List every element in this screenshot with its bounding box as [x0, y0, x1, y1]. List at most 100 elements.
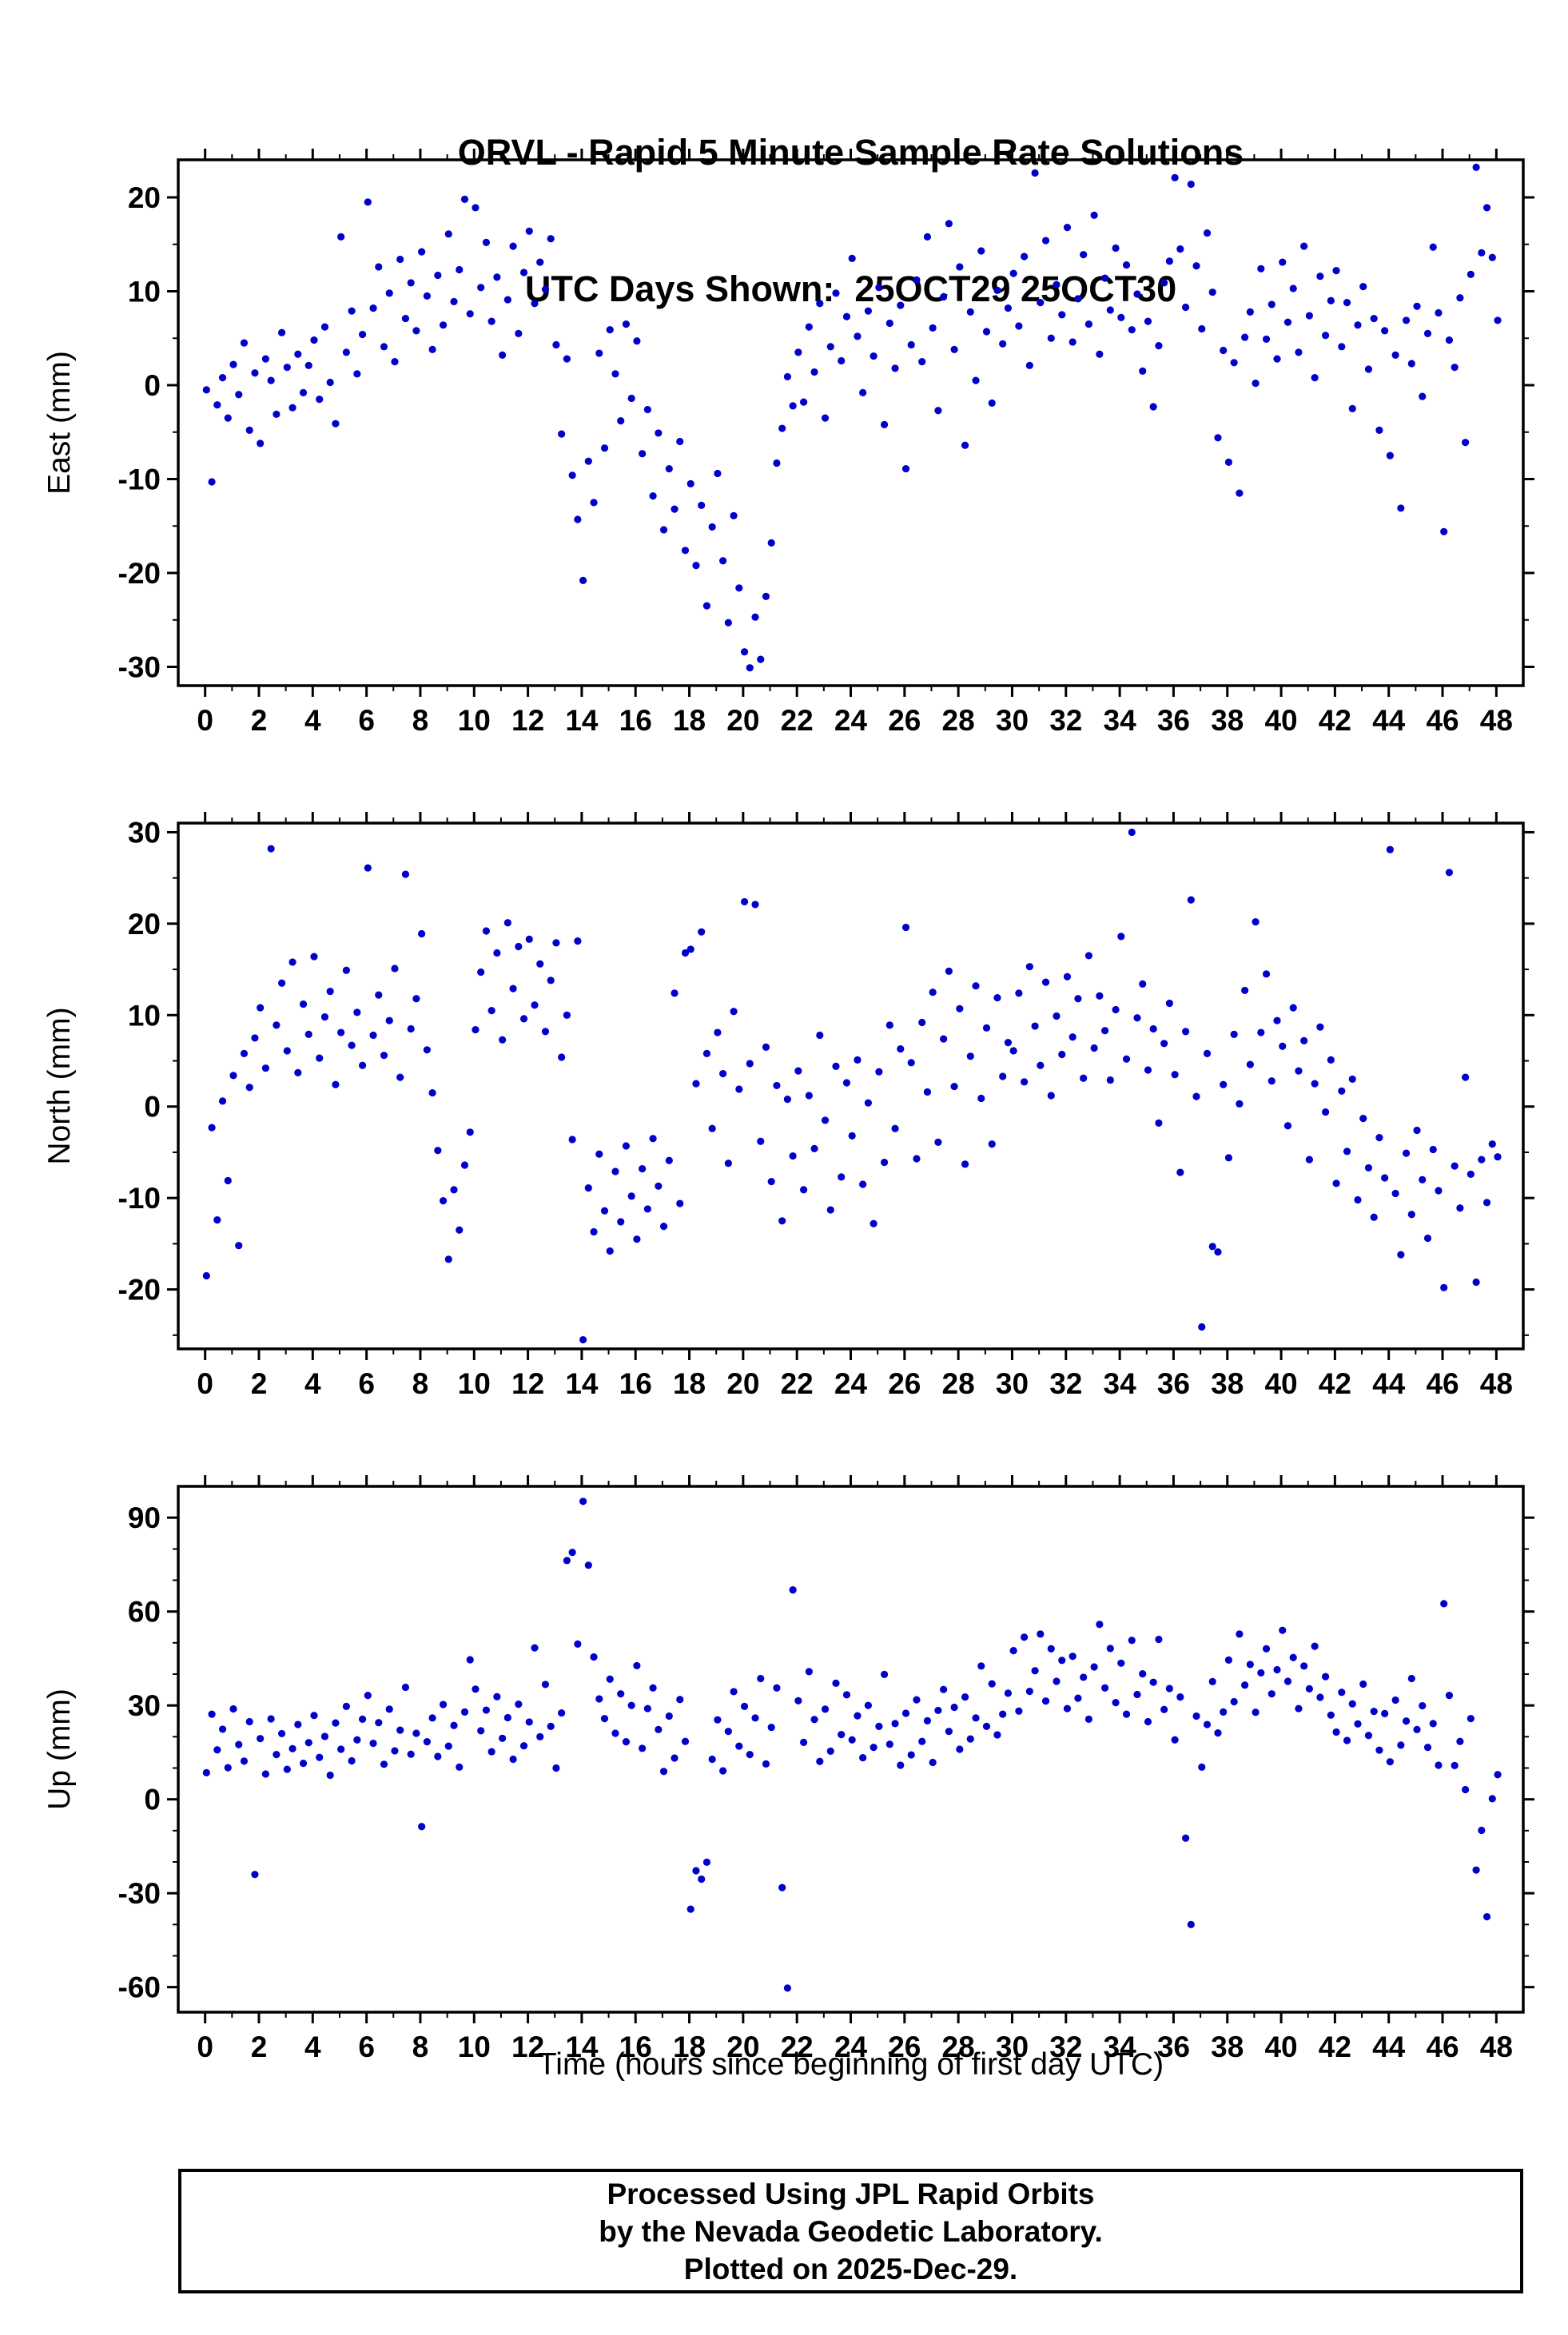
- x-tick-label: 22: [781, 1367, 814, 1400]
- y-tick-label: 30: [128, 816, 161, 849]
- y-tick-label: -10: [118, 463, 161, 496]
- panel-east: 0 2 4 6 8 10 12 14 16 18 20 22 24 26 28 30 32 34 36 38 40 42 4…: [118, 149, 1534, 737]
- up-points: [202, 1498, 1502, 1992]
- x-tick-label: 42: [1319, 1367, 1351, 1400]
- x-tick-label: 4: [304, 1367, 321, 1400]
- x-tick-label: 18: [673, 2031, 706, 2063]
- x-tick-label: 0: [197, 704, 213, 737]
- x-tick-label: 12: [511, 1367, 544, 1400]
- x-tick-label: 32: [1049, 704, 1082, 737]
- x-tick-label: 30: [996, 704, 1029, 737]
- x-tick-label: 48: [1480, 704, 1513, 737]
- y-tick-label: 90: [128, 1502, 161, 1534]
- x-tick-label: 14: [565, 1367, 599, 1400]
- plot-title-line2: UTC Days Shown: 25OCT29 25OCT30: [524, 269, 1177, 309]
- x-tick-label: 20: [726, 704, 759, 737]
- x-tick-label: 40: [1264, 2031, 1297, 2063]
- y-tick-label: 20: [128, 908, 161, 941]
- panel-north: 0 2 4 6 8 10 12 14 16 18 20 22 24 26 28 30 32 34 36 38 40 42 4…: [118, 812, 1534, 1400]
- x-tick-label: 6: [358, 2031, 375, 2063]
- x-tick-label: 6: [358, 1367, 375, 1400]
- x-tick-label: 30: [996, 2031, 1029, 2063]
- y-tick-label: -60: [118, 1971, 161, 2004]
- x-tick-label: 46: [1426, 704, 1459, 737]
- x-tick-label: 28: [942, 1367, 975, 1400]
- y-tick-label: -30: [118, 651, 161, 684]
- x-tick-label: 6: [358, 704, 375, 737]
- x-tick-label: 24: [834, 2031, 868, 2063]
- x-axis-label: Time (hours since beginning of first day…: [537, 2047, 1164, 2082]
- x-tick-label: 0: [197, 2031, 213, 2063]
- x-tick-label: 36: [1157, 2031, 1190, 2063]
- x-tick-label: 16: [619, 704, 652, 737]
- x-tick-label: 10: [458, 704, 491, 737]
- y-tick-label: 0: [144, 1784, 161, 1816]
- x-tick-label: 26: [888, 1367, 921, 1400]
- y-tick-label: 60: [128, 1596, 161, 1629]
- x-tick-label: 48: [1480, 1367, 1513, 1400]
- x-tick-label: 28: [942, 704, 975, 737]
- x-tick-label: 26: [888, 704, 921, 737]
- x-tick-label: 20: [726, 1367, 759, 1400]
- x-tick-label: 2: [251, 704, 268, 737]
- x-tick-label: 28: [942, 2031, 975, 2063]
- x-tick-label: 24: [834, 1367, 868, 1400]
- x-tick-label: 34: [1104, 2031, 1137, 2063]
- x-tick-label: 26: [888, 2031, 921, 2063]
- y-tick-label: -20: [118, 1274, 161, 1307]
- x-tick-label: 20: [726, 2031, 759, 2063]
- footer-line3: Plotted on 2025-Dec-29.: [683, 2252, 1018, 2285]
- x-tick-label: 4: [304, 2031, 321, 2063]
- x-tick-label: 8: [412, 1367, 429, 1400]
- east-points: [202, 163, 1502, 672]
- x-tick-label: 42: [1319, 2031, 1351, 2063]
- x-tick-label: 12: [511, 2031, 544, 2063]
- y-tick-label: -30: [118, 1877, 161, 1910]
- x-tick-label: 32: [1049, 1367, 1082, 1400]
- x-tick-label: 30: [996, 1367, 1029, 1400]
- x-tick-label: 14: [565, 704, 599, 737]
- y-tick-label: -20: [118, 557, 161, 590]
- x-tick-label: 36: [1157, 1367, 1190, 1400]
- y-tick-label: 10: [128, 276, 161, 308]
- x-tick-label: 48: [1480, 2031, 1513, 2063]
- plot-title: ORVL - Rapid 5 Minute Sample Rate Soluti…: [178, 38, 1523, 403]
- x-tick-label: 24: [834, 704, 868, 737]
- y-tick-label: 0: [144, 1091, 161, 1124]
- x-tick-label: 40: [1264, 704, 1297, 737]
- x-tick-label: 18: [673, 704, 706, 737]
- x-tick-label: 4: [304, 704, 321, 737]
- x-tick-label: 32: [1049, 2031, 1082, 2063]
- x-tick-label: 34: [1104, 1367, 1137, 1400]
- footer-line2: by the Nevada Geodetic Laboratory.: [599, 2214, 1103, 2248]
- y-tick-label: 0: [144, 369, 161, 402]
- x-tick-label: 0: [197, 1367, 213, 1400]
- x-tick-label: 22: [781, 704, 814, 737]
- x-tick-label: 10: [458, 2031, 491, 2063]
- x-tick-label: 38: [1211, 2031, 1244, 2063]
- x-tick-label: 38: [1211, 1367, 1244, 1400]
- x-tick-label: 16: [619, 1367, 652, 1400]
- x-tick-label: 44: [1372, 704, 1406, 737]
- x-tick-label: 8: [412, 2031, 429, 2063]
- panel-up: 0 2 4 6 8 10 12 14 16 18 20 22 24 26 28 30 32 34 36 38 40 42 4…: [118, 1475, 1534, 2063]
- x-tick-label: 36: [1157, 704, 1190, 737]
- plot-title-line1: ORVL - Rapid 5 Minute Sample Rate Soluti…: [457, 132, 1244, 173]
- x-tick-label: 16: [619, 2031, 652, 2063]
- y-tick-label: 10: [128, 999, 161, 1032]
- x-tick-label: 12: [511, 704, 544, 737]
- x-tick-label: 2: [251, 1367, 268, 1400]
- north-points: [202, 828, 1502, 1344]
- x-tick-label: 40: [1264, 1367, 1297, 1400]
- x-tick-label: 22: [781, 2031, 814, 2063]
- x-tick-label: 10: [458, 1367, 491, 1400]
- x-tick-label: 46: [1426, 1367, 1459, 1400]
- x-tick-label: 42: [1319, 704, 1351, 737]
- x-tick-label: 18: [673, 1367, 706, 1400]
- footer-box: Processed Using JPL Rapid Orbits by the …: [178, 2169, 1523, 2293]
- x-tick-label: 8: [412, 704, 429, 737]
- y-tick-label: 20: [128, 181, 161, 214]
- x-tick-label: 34: [1104, 704, 1137, 737]
- x-tick-label: 38: [1211, 704, 1244, 737]
